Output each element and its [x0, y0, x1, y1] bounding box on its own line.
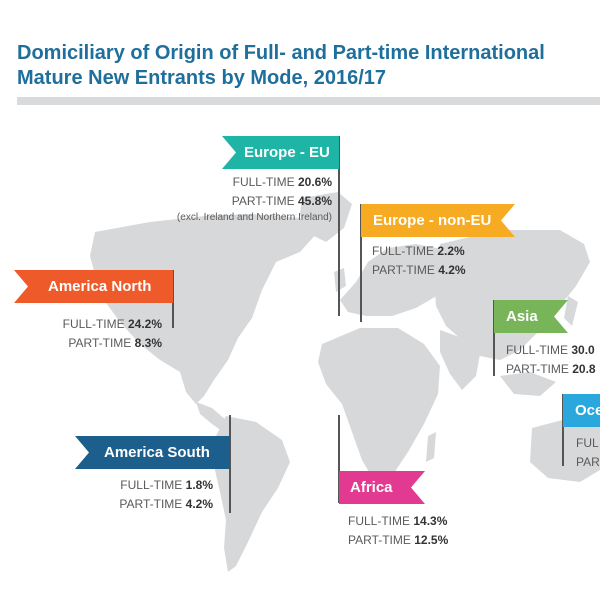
america-south-pt-label: PART-TIME: [119, 497, 183, 511]
europe-non-eu-ft-value: 2.2%: [437, 244, 465, 258]
africa-stats: FULL-TIME 14.3% PART-TIME 12.5%: [348, 512, 488, 550]
asia-ft-value: 30.0: [571, 343, 595, 357]
america-south-pt-value: 4.2%: [185, 497, 213, 511]
oceania-flag: Oce: [563, 394, 600, 427]
asia-pole: [493, 300, 495, 376]
landmass-madagascar: [426, 432, 436, 462]
oceania-pole: [562, 394, 564, 466]
title-line-2: Mature New Entrants by Mode, 2016/17: [17, 67, 387, 89]
landmass-uk: [334, 268, 346, 292]
landmass-asia: [434, 230, 590, 360]
asia-pt-label: PART-TIME: [506, 362, 569, 376]
africa-pt-value: 12.5%: [414, 533, 449, 547]
america-south-flag: America South: [75, 436, 230, 469]
africa-ft-value: 14.3%: [413, 514, 448, 528]
europe-non-eu-ft-label: FULL-TIME: [372, 244, 435, 258]
america-north-pole: [172, 270, 174, 328]
america-north-ft-label: FULL-TIME: [62, 317, 125, 331]
asia-ft-label: FULL-TIME: [506, 343, 569, 357]
oceania-label: Oce: [575, 402, 600, 419]
landmass-india: [440, 330, 480, 390]
page-title: Domiciliary of Origin of Full- and Part-…: [17, 41, 597, 91]
europe-non-eu-label: Europe - non-EU: [373, 212, 492, 229]
america-north-pt-value: 8.3%: [134, 336, 162, 350]
africa-pole: [338, 415, 340, 503]
america-south-pole: [229, 415, 231, 513]
landmass-africa: [318, 328, 440, 484]
europe-non-eu-flag: Europe - non-EU: [361, 204, 515, 237]
asia-stats: FULL-TIME 30.0 PART-TIME 20.8: [506, 341, 600, 379]
africa-flag: Africa: [339, 471, 425, 504]
oceania-ft-label: FUL: [576, 436, 599, 450]
america-north-ft-value: 24.2%: [127, 317, 162, 331]
america-south-stats: FULL-TIME 1.8% PART-TIME 4.2%: [78, 476, 213, 514]
title-line-1: Domiciliary of Origin of Full- and Part-…: [17, 42, 545, 64]
europe-eu-note: (excl. Ireland and Northern Ireland): [176, 212, 332, 223]
europe-eu-ft-label: FULL-TIME: [232, 175, 295, 189]
europe-eu-pole: [338, 136, 340, 316]
oceania-pt-label: PAR: [576, 455, 600, 469]
europe-non-eu-pt-label: PART-TIME: [372, 263, 435, 277]
europe-eu-stats: FULL-TIME 20.6% PART-TIME 45.8%: [150, 173, 332, 211]
europe-non-eu-pt-value: 4.2%: [438, 263, 466, 277]
africa-pt-label: PART-TIME: [348, 533, 411, 547]
america-north-flag: America North: [14, 270, 173, 303]
landmass-japan: [564, 296, 578, 326]
europe-non-eu-pole: [360, 204, 362, 322]
america-north-stats: FULL-TIME 24.2% PART-TIME 8.3%: [20, 315, 162, 353]
europe-eu-label: Europe - EU: [244, 144, 330, 161]
europe-eu-ft-value: 20.6%: [297, 175, 332, 189]
title-divider: [17, 97, 600, 105]
europe-eu-flag: Europe - EU: [222, 136, 339, 169]
oceania-stats: FUL PAR: [576, 434, 600, 472]
america-south-label: America South: [104, 444, 210, 461]
america-north-pt-label: PART-TIME: [68, 336, 132, 350]
asia-label: Asia: [506, 308, 538, 325]
europe-eu-pt-label: PART-TIME: [231, 194, 295, 208]
asia-pt-value: 20.8: [572, 362, 596, 376]
africa-label: Africa: [350, 479, 393, 496]
america-south-ft-value: 1.8%: [185, 478, 213, 492]
europe-non-eu-stats: FULL-TIME 2.2% PART-TIME 4.2%: [372, 242, 512, 280]
landmass-europe: [340, 244, 450, 316]
world-map-landmasses: [90, 192, 600, 572]
landmass-australia: [530, 418, 600, 482]
landmass-north-america: [90, 214, 318, 404]
africa-ft-label: FULL-TIME: [348, 514, 411, 528]
landmass-south-america: [214, 416, 290, 572]
america-north-label: America North: [48, 278, 152, 295]
landmass-se-asia: [500, 372, 556, 396]
europe-eu-pt-value: 45.8%: [297, 194, 332, 208]
america-south-ft-label: FULL-TIME: [120, 478, 183, 492]
